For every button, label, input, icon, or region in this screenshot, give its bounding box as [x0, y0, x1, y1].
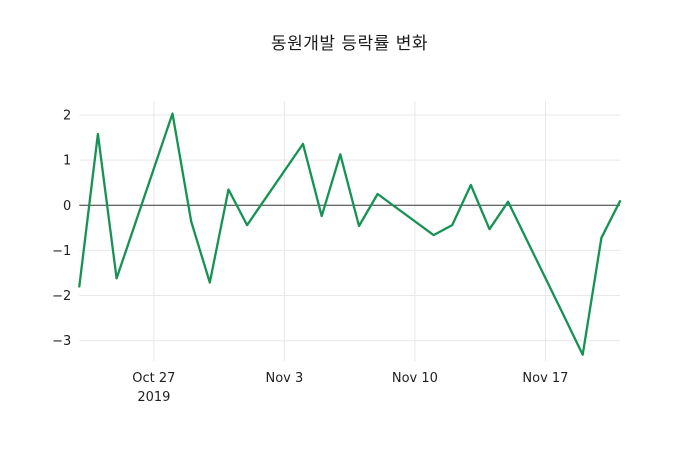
x-tick-year-label: 2019 — [137, 390, 170, 405]
x-tick-label: Nov 17 — [522, 371, 568, 386]
y-tick-label: −2 — [52, 289, 71, 304]
y-tick-label: −1 — [52, 244, 71, 259]
x-axis-tick-labels: Oct 27 2019 Nov 3 Nov 10 Nov 17 — [132, 371, 568, 405]
chart-title: 동원개발 등락률 변화 — [270, 34, 429, 54]
y-tick-label: 2 — [63, 108, 71, 123]
x-tick-label: Oct 27 — [132, 371, 175, 386]
y-axis-tick-labels: 2 1 0 −1 −2 −3 — [52, 108, 71, 349]
x-tick-label: Nov 10 — [392, 371, 438, 386]
x-tick-label: Nov 3 — [266, 371, 304, 386]
y-tick-label: −3 — [52, 334, 71, 349]
y-tick-label: 0 — [63, 199, 71, 214]
price-change-line — [78, 112, 622, 356]
gridlines — [79, 101, 620, 361]
data-series — [78, 112, 622, 356]
y-tick-label: 1 — [63, 154, 71, 169]
